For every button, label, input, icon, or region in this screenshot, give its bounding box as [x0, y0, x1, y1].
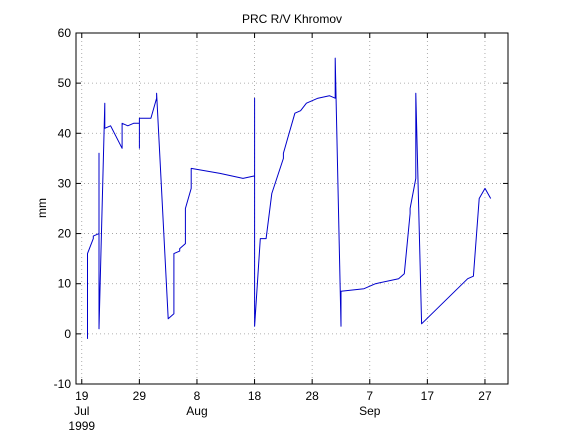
x-tick-label: 19 — [75, 389, 89, 403]
x-tick-label: 17 — [421, 389, 435, 403]
y-tick-label: 10 — [58, 277, 72, 291]
y-tick-label: 40 — [58, 126, 72, 140]
series-line — [87, 57, 492, 339]
x-tick-label: 18 — [248, 389, 262, 403]
y-tick-label: -10 — [54, 377, 72, 391]
series-layer — [87, 57, 492, 339]
x-tick-label: 28 — [305, 389, 319, 403]
chart-title: PRC R/V Khromov — [242, 12, 342, 26]
y-tick-label: 50 — [58, 76, 72, 90]
y-axis: -10 0 10 20 30 40 50 60 — [54, 26, 508, 391]
y-tick-label: 0 — [64, 327, 71, 341]
x-tick-label: 7 — [366, 389, 373, 403]
x-month-label: Aug — [186, 404, 207, 418]
grid-lines — [76, 33, 508, 384]
x-tick-label: 29 — [133, 389, 147, 403]
x-tick-label: 27 — [478, 389, 492, 403]
x-month-label: Jul — [74, 404, 89, 418]
y-axis-label: mm — [35, 198, 49, 218]
y-tick-label: 30 — [58, 176, 72, 190]
x-year-label: 1999 — [68, 419, 95, 432]
x-month-label: Sep — [359, 404, 381, 418]
plot-area-frame — [75, 32, 509, 385]
x-tick-label: 8 — [194, 389, 201, 403]
y-tick-label: 20 — [58, 227, 72, 241]
y-tick-label: 60 — [58, 26, 72, 40]
